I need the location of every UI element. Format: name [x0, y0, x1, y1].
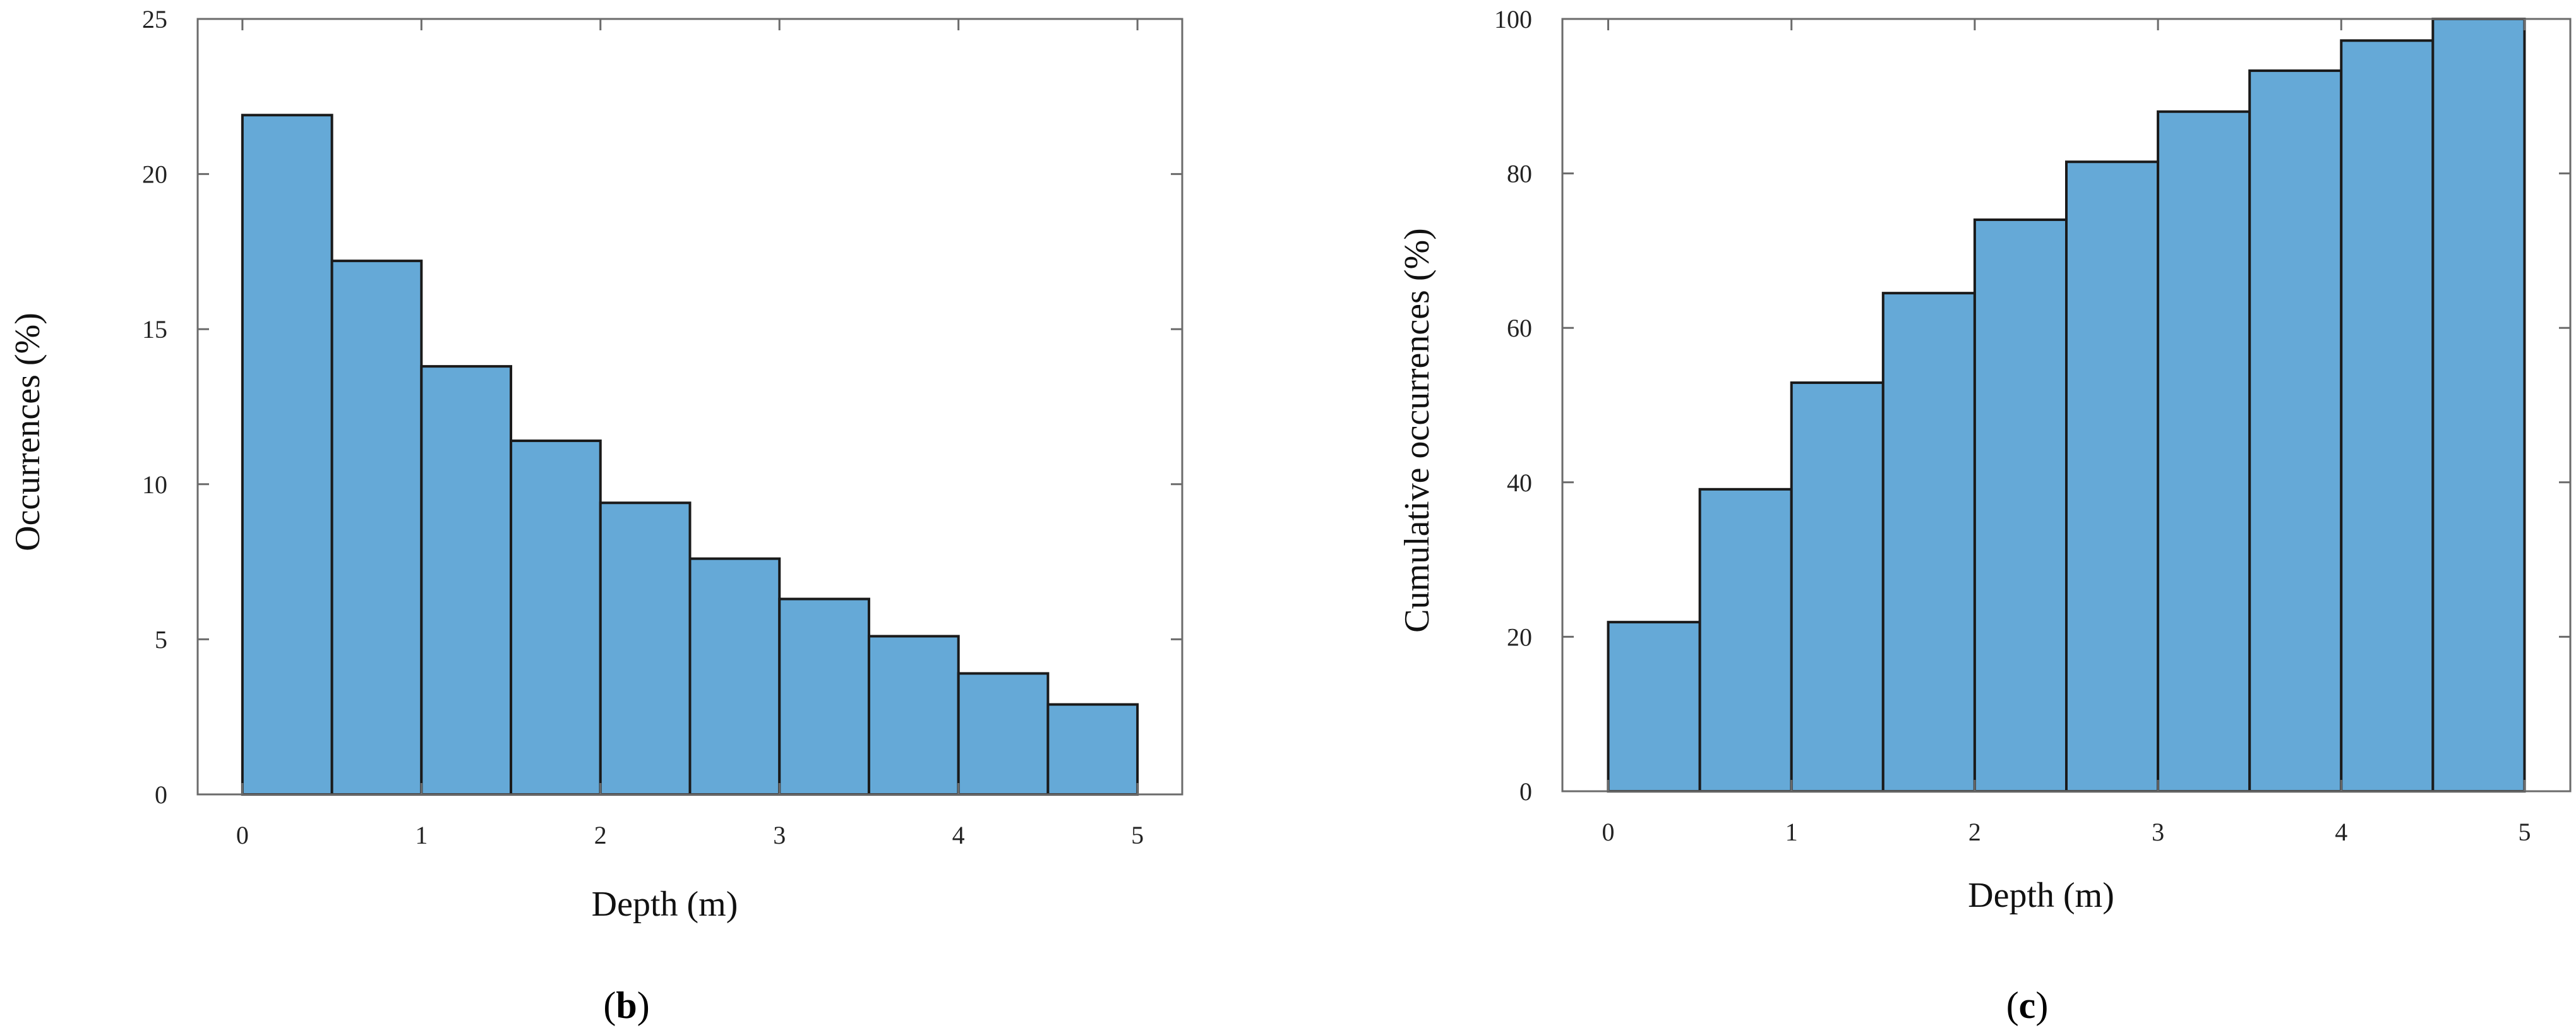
histogram-bar — [1046, 703, 1139, 796]
histogram-bar — [2157, 110, 2251, 793]
y-tick-label: 60 — [1507, 314, 1532, 342]
histogram-bar — [599, 501, 692, 796]
y-tick-label: 5 — [155, 625, 167, 654]
x-tick-label: 2 — [1968, 818, 1981, 846]
x-tick-label: 5 — [2518, 818, 2531, 846]
x-tick-label: 2 — [594, 821, 607, 849]
y-tick-label: 20 — [142, 160, 167, 189]
y-tick-label: 0 — [1519, 777, 1532, 806]
x-tick-label: 4 — [952, 821, 965, 849]
x-axis-label: Depth (m) — [592, 885, 738, 924]
histogram-bar — [867, 635, 960, 796]
histogram-bar — [2431, 18, 2526, 793]
y-tick-label: 15 — [142, 315, 167, 344]
histogram-bar — [957, 672, 1050, 796]
histogram-bar — [1790, 381, 1884, 793]
y-axis-label: Cumulative occurrences (%) — [1398, 228, 1437, 633]
x-tick-label: 0 — [236, 821, 249, 849]
histogram-bar — [1607, 621, 1701, 793]
y-tick-label: 10 — [142, 470, 167, 499]
axes-frame — [1561, 18, 2572, 793]
x-tick-label: 4 — [2335, 818, 2347, 846]
histogram-bar — [510, 440, 602, 796]
histogram-bar — [1881, 292, 1976, 793]
histogram-bar — [688, 557, 781, 796]
y-tick-label: 40 — [1507, 469, 1532, 497]
y-axis-label: Occurrences (%) — [8, 313, 47, 551]
x-tick-label: 3 — [773, 821, 786, 849]
axes-frame — [196, 18, 1183, 796]
y-tick-label: 80 — [1507, 160, 1532, 188]
panel-label: (b) — [603, 984, 649, 1026]
histogram-bar — [2248, 69, 2343, 793]
y-tick-label: 100 — [1494, 5, 1532, 33]
x-tick-label: 0 — [1602, 818, 1615, 846]
y-tick-label: 25 — [142, 5, 167, 33]
histogram-bar — [1698, 488, 1793, 793]
histogram-bar — [1973, 218, 2068, 793]
histogram-bar — [420, 365, 513, 796]
panel-c-cumulative-histogram: 0 20 40 60 80 100 0 1 2 3 4 5 Depth (m) Cumulative oc… — [1398, 5, 2572, 1026]
histogram-bar — [2065, 160, 2160, 793]
histogram-bar — [2340, 39, 2435, 793]
x-tick-label: 3 — [2152, 818, 2164, 846]
x-axis-label: Depth (m) — [1968, 876, 2114, 915]
panel-b-occurrences-histogram: 0 5 10 15 20 25 0 1 2 3 4 5 Depth (m) Occurrences (%)… — [8, 5, 1183, 1026]
histogram-bar — [330, 260, 423, 796]
x-tick-label: 1 — [415, 821, 428, 849]
y-tick-label: 0 — [155, 781, 167, 809]
x-tick-label: 5 — [1131, 821, 1144, 849]
y-tick-label: 20 — [1507, 623, 1532, 651]
x-tick-label: 1 — [1785, 818, 1798, 846]
histogram-bar — [778, 597, 870, 796]
histogram-bar — [241, 114, 333, 796]
panel-label: (c) — [2006, 984, 2049, 1026]
